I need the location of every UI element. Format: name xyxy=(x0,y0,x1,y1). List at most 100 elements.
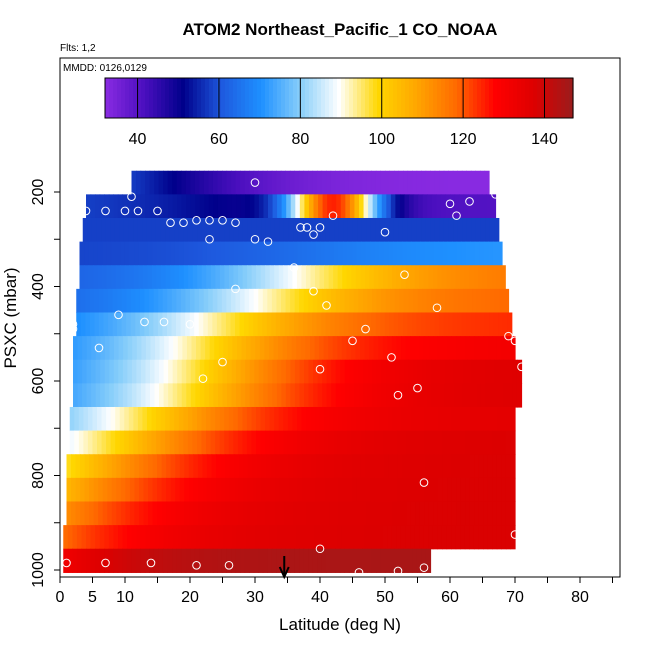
heatmap-cell xyxy=(312,170,318,195)
heatmap-cell xyxy=(388,454,394,479)
heatmap-cell xyxy=(228,406,234,432)
heatmap-cell xyxy=(248,312,254,337)
heatmap-cell xyxy=(414,265,420,290)
heatmap-cell xyxy=(158,288,164,314)
heatmap-cell xyxy=(505,525,512,550)
heatmap-cell xyxy=(203,312,209,337)
heatmap-cell xyxy=(77,336,83,361)
heatmap-cell xyxy=(485,288,491,314)
heatmap-cell xyxy=(255,336,261,361)
heatmap-cell xyxy=(122,548,128,573)
heatmap-cell xyxy=(433,406,439,432)
heatmap-cell xyxy=(217,548,223,573)
heatmap-cell xyxy=(176,548,182,573)
heatmap-cell xyxy=(447,501,453,526)
heatmap-cell xyxy=(172,525,178,550)
heatmap-cell xyxy=(201,406,207,432)
heatmap-cell xyxy=(120,477,126,503)
heatmap-cell xyxy=(374,241,380,266)
heatmap-cell xyxy=(464,525,470,550)
heatmap-cell xyxy=(199,359,205,384)
colorbar-cell xyxy=(277,78,282,118)
heatmap-cell xyxy=(261,454,267,479)
heatmap-cell xyxy=(288,477,294,503)
heatmap-cell xyxy=(379,477,385,503)
heatmap-cell xyxy=(263,383,269,408)
heatmap-cell xyxy=(199,288,205,314)
heatmap-cell xyxy=(393,312,399,337)
heatmap-cell xyxy=(92,430,98,455)
heatmap-cell xyxy=(416,548,423,573)
heatmap-cell xyxy=(391,525,397,550)
heatmap-cell xyxy=(131,359,138,384)
heatmap-cell xyxy=(408,288,414,314)
heatmap-cell xyxy=(306,241,312,266)
heatmap-cell xyxy=(355,265,361,290)
heatmap-cell xyxy=(344,170,350,195)
heatmap-cell xyxy=(351,501,358,526)
heatmap-cell xyxy=(172,359,178,384)
colorbar-cell xyxy=(149,78,154,118)
heatmap-cell xyxy=(474,501,480,526)
heatmap-cell xyxy=(98,477,104,503)
heatmap-cell xyxy=(181,525,188,550)
heatmap-cell xyxy=(85,548,92,573)
heatmap-cell xyxy=(317,548,323,573)
heatmap-cell xyxy=(392,454,398,479)
heatmap-cell xyxy=(249,194,255,219)
heatmap-cell xyxy=(146,430,153,455)
heatmap-cell xyxy=(397,477,403,503)
heatmap-cell xyxy=(349,194,356,219)
heatmap-cell xyxy=(67,525,73,550)
heatmap-cell xyxy=(184,477,190,503)
heatmap-cell xyxy=(132,336,138,361)
heatmap-cell xyxy=(150,383,156,408)
heatmap-cell xyxy=(219,265,226,290)
heatmap-cell xyxy=(392,501,398,526)
heatmap-cell xyxy=(407,312,413,337)
heatmap-cell xyxy=(312,312,318,337)
heatmap-cell xyxy=(455,265,461,290)
heatmap-cell xyxy=(135,288,141,314)
colorbar-cell xyxy=(181,78,186,118)
heatmap-cell xyxy=(370,217,376,243)
heatmap-cell xyxy=(362,383,369,408)
heatmap-cell xyxy=(181,548,187,573)
heatmap-cell xyxy=(185,288,191,314)
heatmap-cell xyxy=(342,430,348,455)
heatmap-cell xyxy=(428,430,434,455)
heatmap-cell xyxy=(183,406,189,432)
heatmap-cell xyxy=(177,525,183,550)
heatmap-cell xyxy=(415,406,421,432)
heatmap-cell xyxy=(456,501,462,526)
heatmap-cell xyxy=(324,241,330,266)
heatmap-cell xyxy=(425,170,431,195)
heatmap-cell xyxy=(416,170,422,195)
heatmap-cell xyxy=(86,525,92,550)
heatmap-cell xyxy=(476,359,482,384)
heatmap-cell xyxy=(333,241,340,266)
heatmap-cell xyxy=(243,241,249,266)
heatmap-cell xyxy=(139,312,145,337)
heatmap-cell xyxy=(308,194,315,219)
heatmap-cell xyxy=(442,501,448,526)
heatmap-cell xyxy=(320,241,326,266)
sample-point xyxy=(140,317,149,327)
heatmap-cell xyxy=(370,454,376,479)
heatmap-cell xyxy=(196,406,203,432)
colorbar-cell xyxy=(289,78,294,118)
heatmap-cell xyxy=(238,454,244,479)
heatmap-cell xyxy=(250,336,256,361)
heatmap-cell xyxy=(289,548,296,573)
heatmap-cell xyxy=(460,406,466,432)
heatmap-cell xyxy=(161,241,167,266)
heatmap-cell xyxy=(356,454,362,479)
heatmap-cell xyxy=(209,525,215,550)
heatmap-cell xyxy=(485,359,491,384)
heatmap-cell xyxy=(394,359,400,384)
heatmap-cell xyxy=(301,265,307,290)
heatmap-cell xyxy=(448,217,454,243)
x-tick-label: 20 xyxy=(181,589,199,606)
heatmap-cell xyxy=(202,477,208,503)
heatmap-cell xyxy=(81,525,87,550)
